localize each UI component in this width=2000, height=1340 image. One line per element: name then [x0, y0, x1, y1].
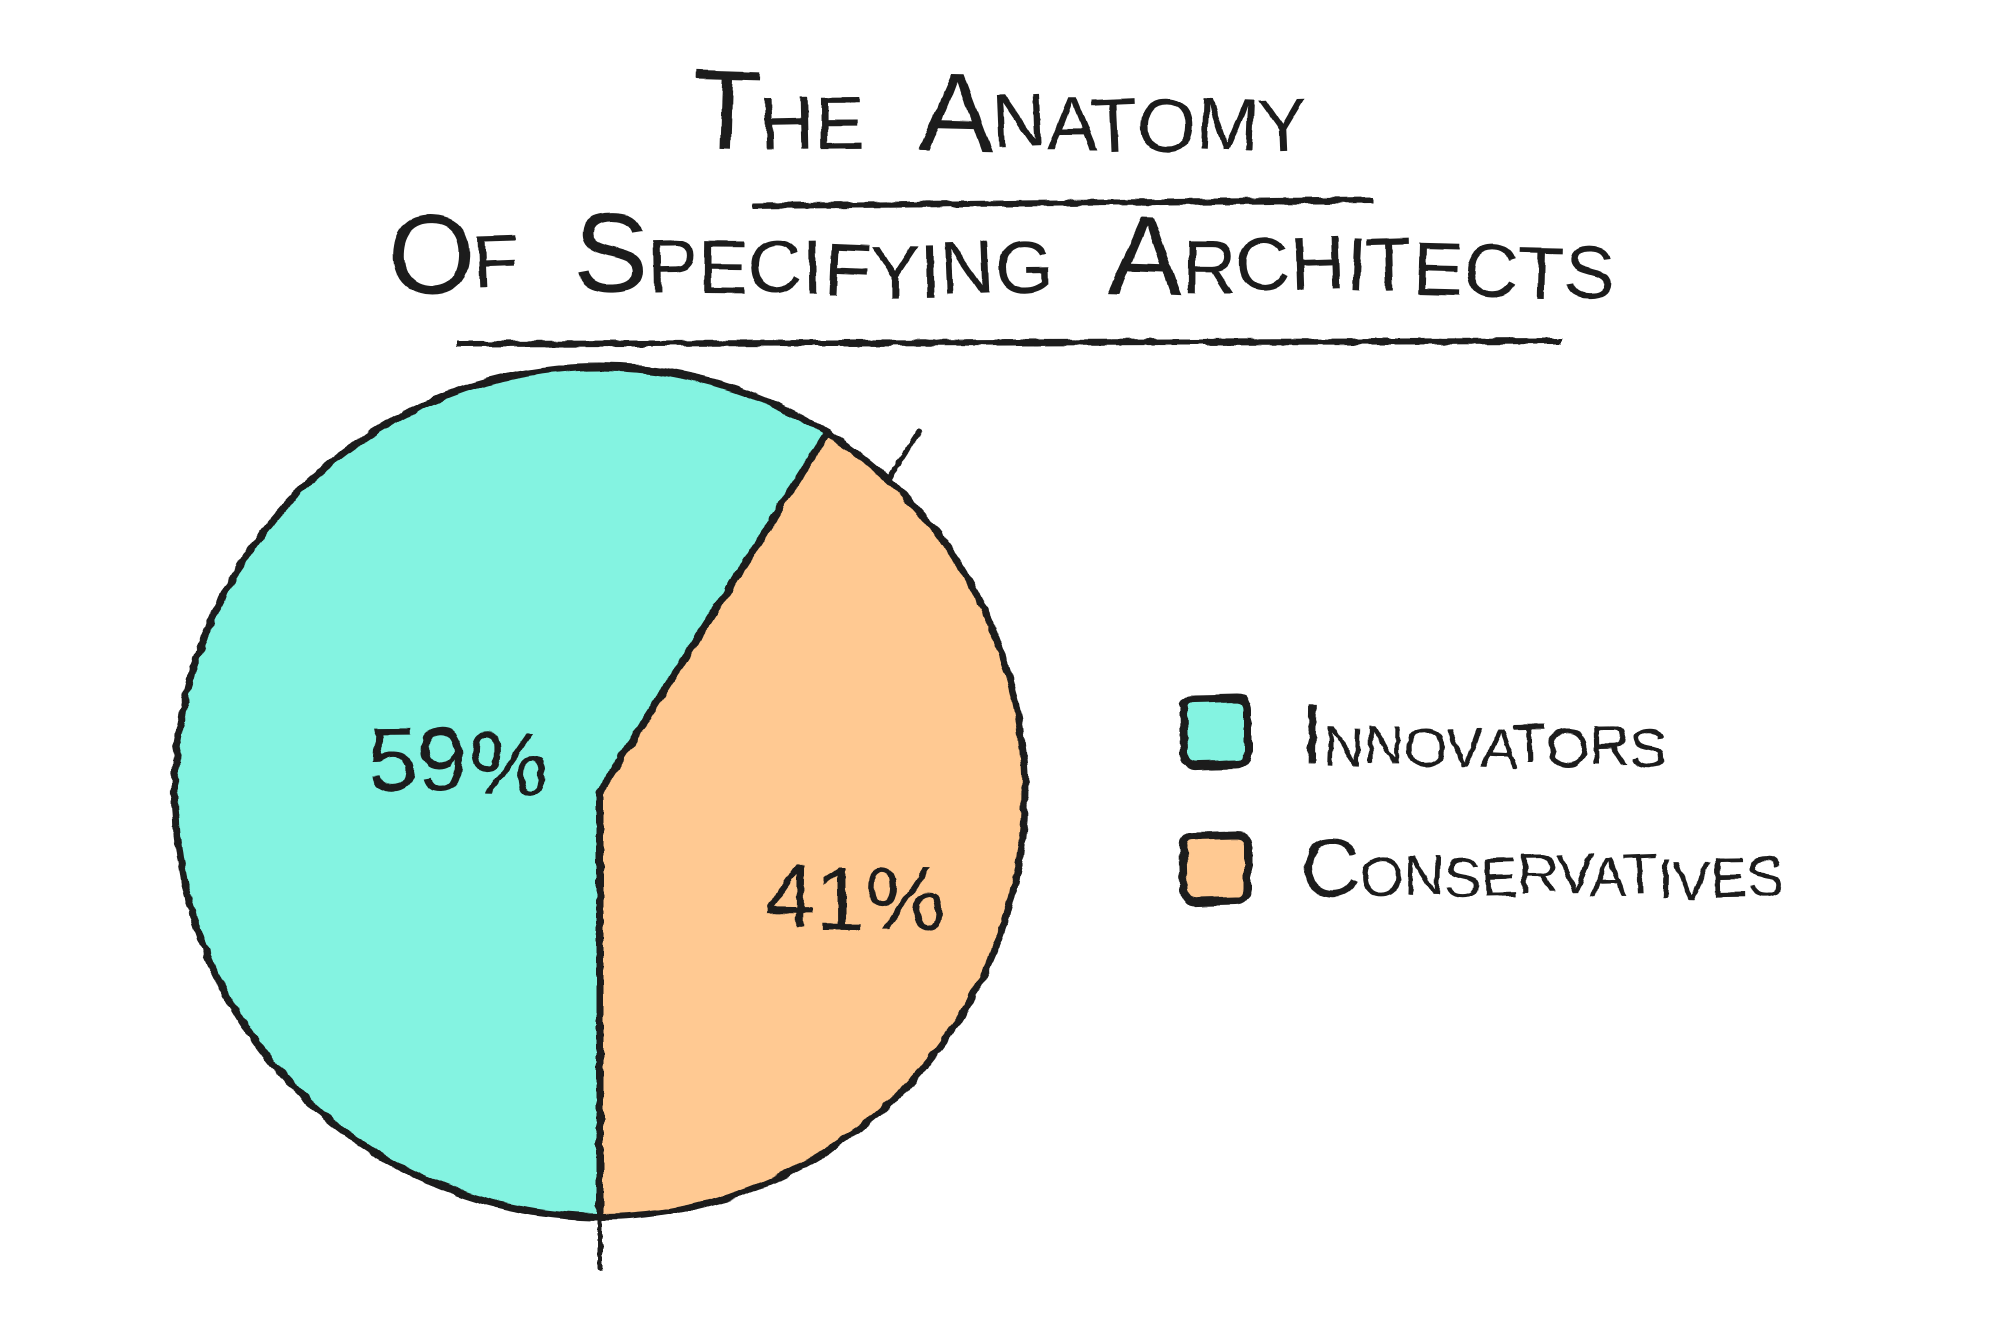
svg-text:CONSERVATIVES: CONSERVATIVES — [1300, 820, 1785, 914]
svg-text:41%: 41% — [765, 847, 946, 951]
svg-text:59%: 59% — [367, 710, 550, 816]
svg-text:THE ANATOMY: THE ANATOMY — [691, 45, 1309, 176]
svg-text:INNOVATORS: INNOVATORS — [1300, 688, 1668, 781]
svg-text:OF SPECIFYING ARCHITECTS: OF SPECIFYING ARCHITECTS — [385, 189, 1616, 320]
